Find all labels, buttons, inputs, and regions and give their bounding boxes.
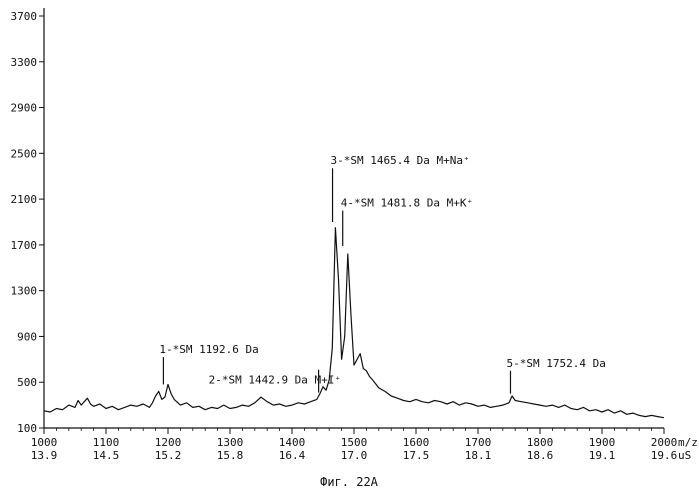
x-tick-label: 1000 xyxy=(31,436,58,449)
x-axis-label: m/z xyxy=(678,436,698,449)
x-secondary-tick-label: 13.9 xyxy=(31,449,58,462)
y-tick-label: 100 xyxy=(17,422,37,435)
x-secondary-tick-label: 16.4 xyxy=(279,449,306,462)
x-tick-label: 1700 xyxy=(465,436,492,449)
y-tick-label: 900 xyxy=(17,330,37,343)
x-secondary-tick-label: 19.6 xyxy=(651,449,678,462)
x-tick-label: 2000 xyxy=(651,436,678,449)
x-secondary-tick-label: 15.2 xyxy=(155,449,182,462)
x-tick-label: 1600 xyxy=(403,436,430,449)
annotation-label: 4-*SM 1481.8 Da M+K⁺ xyxy=(341,197,473,210)
x-tick-label: 1200 xyxy=(155,436,182,449)
figure-caption: Фиг. 22А xyxy=(320,475,379,489)
x-secondary-tick-label: 19.1 xyxy=(589,449,616,462)
x-tick-label: 1500 xyxy=(341,436,368,449)
x-tick-label: 1300 xyxy=(217,436,244,449)
y-tick-label: 1700 xyxy=(11,239,38,252)
annotation-label: 1-*SM 1192.6 Da xyxy=(159,343,258,356)
annotation-label: 2-*SM 1442.9 Da M+I⁺ xyxy=(209,374,341,387)
series-layer xyxy=(44,228,664,418)
x-secondary-tick-label: 17.0 xyxy=(341,449,368,462)
x-axis-secondary-label: uS xyxy=(678,449,691,462)
y-tick-label: 2500 xyxy=(11,147,38,160)
spectrum-series-line xyxy=(44,228,664,418)
y-axis-ticks: 3700 3300 2900 2500 2100 1700 1300 900 500 100 xyxy=(11,10,45,435)
x-tick-label: 1400 xyxy=(279,436,306,449)
x-secondary-tick-label: 17.5 xyxy=(403,449,430,462)
y-tick-label: 1300 xyxy=(11,285,38,298)
peak-annotations: 1-*SM 1192.6 Da 2-*SM 1442.9 Da M+I⁺ 3-*SM… xyxy=(159,154,605,393)
y-tick-label: 2100 xyxy=(11,193,38,206)
x-secondary-tick-label: 18.1 xyxy=(465,449,492,462)
y-tick-label: 3300 xyxy=(11,56,38,69)
x-secondary-tick-label: 14.5 xyxy=(93,449,120,462)
x-tick-label: 1900 xyxy=(589,436,616,449)
x-tick-label: 1800 xyxy=(527,436,554,449)
x-secondary-tick-label: 15.8 xyxy=(217,449,244,462)
y-tick-label: 500 xyxy=(17,376,37,389)
x-tick-label: 1100 xyxy=(93,436,120,449)
x-secondary-tick-label: 18.6 xyxy=(527,449,554,462)
y-tick-label: 2900 xyxy=(11,102,38,115)
annotation-label: 5-*SM 1752.4 Da xyxy=(506,357,605,370)
y-tick-label: 3700 xyxy=(11,10,38,23)
x-axis-ticks: 100013.9 110014.5 120015.2 130015.8 140016.4… xyxy=(31,428,678,462)
annotation-label: 3-*SM 1465.4 Da M+Na⁺ xyxy=(331,154,470,167)
